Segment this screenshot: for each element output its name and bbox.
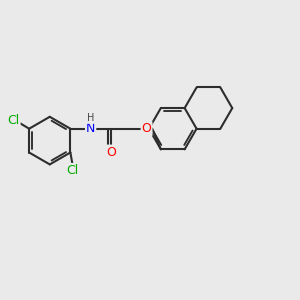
Text: Cl: Cl (8, 114, 20, 127)
Text: N: N (86, 122, 95, 135)
Text: O: O (142, 122, 152, 135)
Text: H: H (87, 113, 94, 123)
Text: Cl: Cl (67, 164, 79, 177)
Text: O: O (106, 146, 116, 159)
